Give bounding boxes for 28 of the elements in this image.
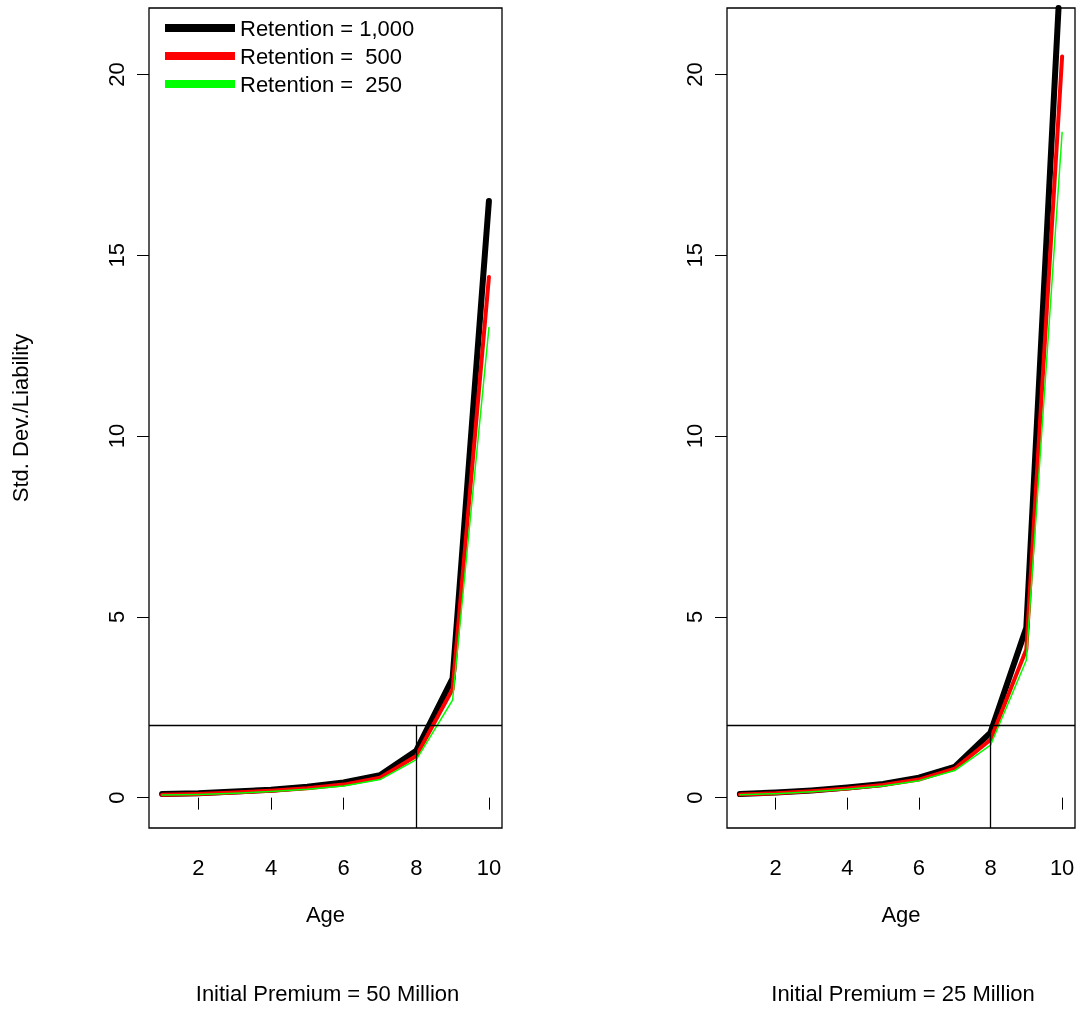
x-tick-label: 6: [912, 854, 926, 880]
legend-label: Retention = 500: [240, 43, 403, 69]
x-tick-label: 4: [841, 854, 854, 880]
y-tick-label: 10: [681, 423, 707, 449]
y-tick-label: 5: [103, 610, 129, 623]
x-axis-title: Age: [305, 901, 346, 927]
legend-label: Retention = 1,000: [240, 15, 415, 41]
x-axis-title: Age: [881, 901, 921, 927]
x-tick-label: 2: [192, 854, 205, 880]
y-tick-label: 0: [103, 791, 129, 804]
y-tick-label: 10: [103, 423, 129, 449]
x-tick-label: 6: [337, 854, 350, 880]
y-tick-label: 20: [103, 62, 129, 87]
x-tick-label: 8: [410, 854, 423, 880]
text: Initial Premium = 50 Million: [195, 980, 460, 1006]
x-tick-label: 10: [1049, 854, 1075, 880]
x-tick-label: 10: [476, 854, 502, 880]
y-axis-title: Std. Dev./Liability: [7, 333, 33, 503]
x-tick-label: 8: [984, 854, 997, 880]
y-tick-label: 20: [681, 62, 707, 87]
text: Initial Premium = 25 Million: [771, 980, 1035, 1006]
y-tick-label: 5: [681, 610, 707, 623]
x-tick-label: 2: [769, 854, 782, 880]
y-tick-label: 15: [103, 243, 129, 268]
y-tick-label: 15: [681, 243, 707, 268]
legend-label: Retention = 250: [240, 71, 403, 97]
x-tick-label: 4: [264, 854, 278, 880]
y-tick-label: 0: [681, 791, 707, 804]
